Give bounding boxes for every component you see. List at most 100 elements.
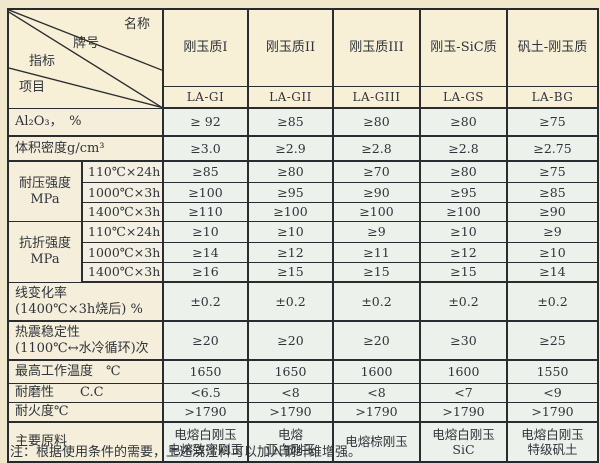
row-label-main-raw-materials: 主要原料 — [7, 421, 164, 463]
value-cell: ≥85 — [247, 107, 334, 137]
value-cell: 1600 — [419, 359, 508, 384]
value-cell: ≥95 — [419, 182, 508, 203]
value-cell: ≥100 — [162, 182, 249, 203]
value-cell: ±0.2 — [332, 281, 421, 322]
condition-label: 110℃×24h — [81, 160, 164, 183]
corner-label-index: 指标 — [29, 54, 56, 69]
row-label-thermal-shock: 热震稳定性 (1100℃↔水冷循环)次 — [7, 320, 164, 361]
value-cell: ±0.2 — [419, 281, 508, 322]
row-label-linear-change: 线变化率 (1400℃×3h烧后) % — [7, 281, 164, 322]
value-cell: ≥ 92 — [162, 107, 249, 137]
value-cell: ≥2.75 — [506, 135, 599, 162]
value-cell: ≥85 — [506, 182, 599, 203]
column-header-grade: LA-BG — [506, 86, 599, 109]
column-header-grade: LA-GS — [419, 86, 508, 109]
condition-label: 1400℃×3h — [81, 262, 164, 283]
row-label-refractoriness: 耐火度℃ — [7, 401, 164, 423]
value-cell: ≥10 — [419, 221, 508, 243]
corner-label-name: 名称 — [123, 17, 150, 32]
value-cell: ≥30 — [419, 320, 508, 361]
value-cell: <8 — [247, 383, 334, 403]
condition-label: 1000℃×3h — [81, 242, 164, 263]
corner-label-grade: 牌号 — [73, 36, 100, 51]
row-label-abrasion-resistance: 耐磨性 C.C — [7, 383, 164, 403]
value-cell: ≥90 — [506, 202, 599, 222]
value-cell: ±0.2 — [162, 281, 249, 322]
value-cell: ≥20 — [332, 320, 421, 361]
value-cell: ±0.2 — [247, 281, 334, 322]
value-cell: 电熔白刚玉 电熔致密刚玉 — [162, 421, 249, 463]
value-cell: ≥16 — [162, 262, 249, 283]
value-cell: ≥70 — [332, 160, 421, 183]
value-cell: ≥15 — [332, 262, 421, 283]
value-cell: 1550 — [506, 359, 599, 384]
value-cell: >1790 — [332, 401, 421, 423]
value-cell: ≥15 — [419, 262, 508, 283]
value-cell: ≥80 — [419, 107, 508, 137]
group-label-compressive-strength: 耐压强度 MPa — [7, 160, 83, 222]
column-header-name: 刚玉-SiC质 — [419, 8, 508, 87]
value-cell: ≥95 — [247, 182, 334, 203]
value-cell: <7 — [419, 383, 508, 403]
value-cell: 电熔 亚白刚玉 — [247, 421, 334, 463]
value-cell: <6.5 — [162, 383, 249, 403]
value-cell: ≥110 — [162, 202, 249, 222]
value-cell: >1790 — [419, 401, 508, 423]
castable-spec-table: 名称 牌号 指标 项目 刚玉质I 刚玉质II 刚玉质III 刚玉-SiC质 矾土… — [7, 8, 599, 463]
value-cell: ≥100 — [332, 202, 421, 222]
value-cell: ≥9 — [332, 221, 421, 243]
value-cell: ±0.2 — [506, 281, 599, 322]
value-cell: ≥15 — [247, 262, 334, 283]
value-cell: ≥10 — [247, 221, 334, 243]
column-header-name: 刚玉质II — [247, 8, 334, 87]
value-cell: ≥100 — [419, 202, 508, 222]
column-header-name: 刚玉质I — [162, 8, 249, 87]
value-cell: ≥14 — [162, 242, 249, 263]
value-cell: 1650 — [162, 359, 249, 384]
diagonal-divider-lines — [10, 10, 161, 107]
value-cell: >1790 — [162, 401, 249, 423]
value-cell: ≥10 — [506, 242, 599, 263]
condition-label: 1000℃×3h — [81, 182, 164, 203]
value-cell: ≥75 — [506, 107, 599, 137]
column-header-grade: LA-GI — [162, 86, 249, 109]
diagonal-corner-header: 名称 牌号 指标 项目 — [7, 8, 164, 109]
value-cell: >1790 — [506, 401, 599, 423]
value-cell: 1650 — [247, 359, 334, 384]
value-cell: ≥10 — [162, 221, 249, 243]
value-cell: ≥9 — [506, 221, 599, 243]
row-label-bulk-density: 体积密度g/cm³ — [7, 135, 164, 162]
column-header-name: 矾土-刚玉质 — [506, 8, 599, 87]
value-cell: ≥85 — [162, 160, 249, 183]
value-cell: ≥90 — [332, 182, 421, 203]
value-cell: <9 — [506, 383, 599, 403]
value-cell: ≥14 — [506, 262, 599, 283]
value-cell: ≥11 — [332, 242, 421, 263]
value-cell: ≥100 — [247, 202, 334, 222]
row-label-al2o3: Al₂O₃， % — [7, 107, 164, 137]
value-cell: 电熔棕刚玉 — [332, 421, 421, 463]
value-cell: 电熔白刚玉 SiC — [419, 421, 508, 463]
value-cell: ≥12 — [419, 242, 508, 263]
value-cell: ≥2.8 — [419, 135, 508, 162]
column-header-name: 刚玉质III — [332, 8, 421, 87]
corner-label-item: 项目 — [19, 80, 46, 95]
value-cell: ≥20 — [247, 320, 334, 361]
condition-label: 1400℃×3h — [81, 202, 164, 222]
condition-label: 110℃×24h — [81, 221, 164, 243]
value-cell: ≥3.0 — [162, 135, 249, 162]
value-cell: ≥75 — [506, 160, 599, 183]
group-label-flexural-strength: 抗折强度 MPa — [7, 221, 83, 283]
column-header-grade: LA-GIII — [332, 86, 421, 109]
value-cell: ≥80 — [247, 160, 334, 183]
value-cell: ≥2.8 — [332, 135, 421, 162]
value-cell: 1600 — [332, 359, 421, 384]
value-cell: 电熔白刚玉 特级矾土 — [506, 421, 599, 463]
value-cell: ≥80 — [419, 160, 508, 183]
value-cell: ≥80 — [332, 107, 421, 137]
value-cell: ≥12 — [247, 242, 334, 263]
value-cell: ≥25 — [506, 320, 599, 361]
footnote: 注：根据使用条件的需要，上述浇注料可以加入钢纤维增强。 — [10, 445, 362, 460]
value-cell: ≥2.9 — [247, 135, 334, 162]
